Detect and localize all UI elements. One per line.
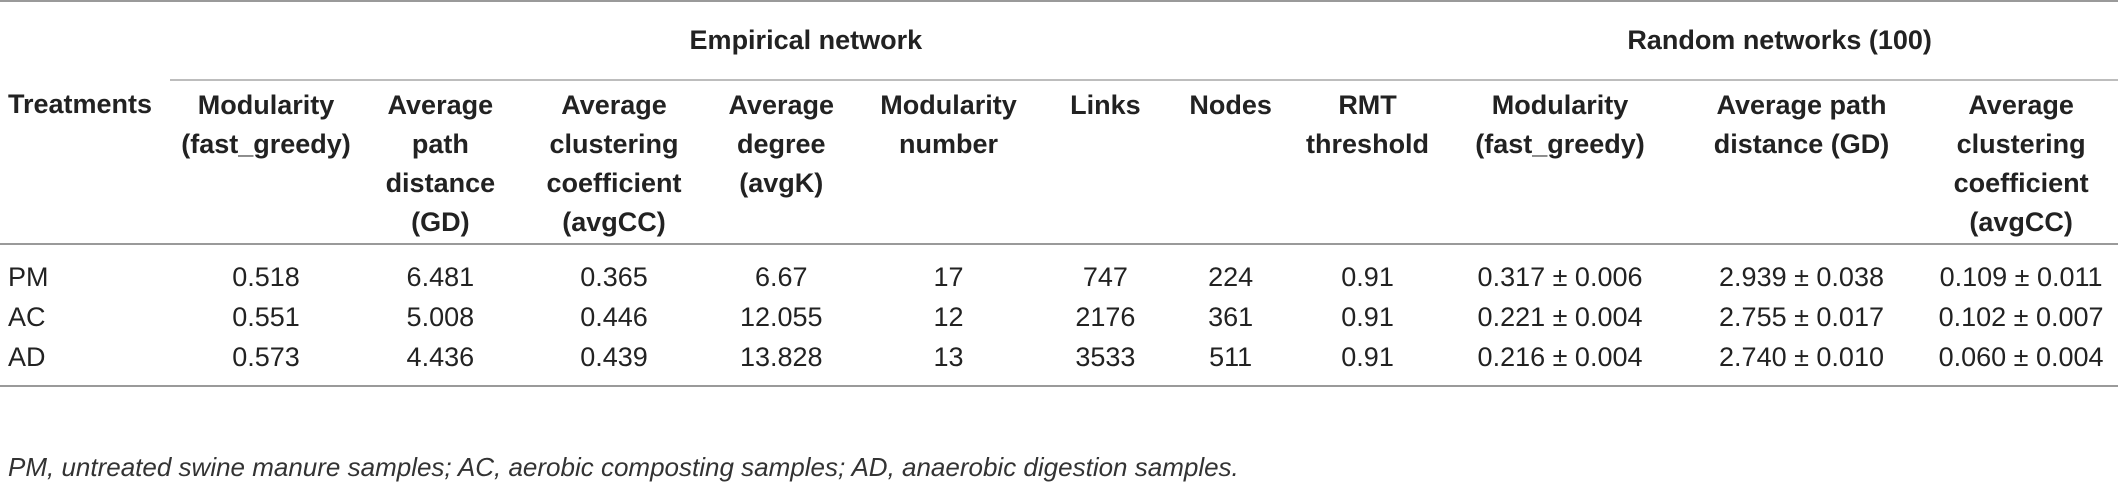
table-cell: 12.055 [739, 302, 823, 332]
table-cell: 12 [933, 302, 964, 332]
table-cell: 0.221 ± 0.004 [1477, 302, 1643, 332]
column-header: Treatments [0, 80, 170, 244]
column-header-line: clustering [1956, 129, 2086, 159]
table-row: AC 0.551 5.008 0.446 12.055 12 2176 361 0.91 0.22… [0, 297, 2118, 337]
group-header-row: Empirical network Random networks (100) [0, 1, 2118, 81]
table-cell: 6.67 [754, 262, 808, 292]
column-header-line: Average [1968, 90, 2074, 120]
column-header: Average clustering coefficient (avgCC) [519, 80, 709, 244]
table-row: PM 0.518 6.481 0.365 6.67 17 747 224 0.91 0.317 ±… [0, 244, 2118, 297]
column-header-line: (fast_greedy) [181, 129, 351, 159]
column-header-line: Average path [1716, 90, 1887, 120]
table-cell: 0.91 [1341, 262, 1394, 292]
table-cell: 0.060 ± 0.004 [1924, 337, 2118, 387]
table-cell: 224 [1208, 262, 1254, 292]
table-cell: 0.109 ± 0.011 [1939, 262, 2103, 292]
column-header-line: distance (GD) [1713, 129, 1890, 159]
column-header-line: clustering [549, 129, 679, 159]
column-header-line: (avgCC) [1969, 207, 2073, 237]
table-cell: 2176 [1075, 302, 1136, 332]
column-header: Average degree (avgK) [709, 80, 854, 244]
table-cell: 6.481 [406, 262, 475, 292]
table-cell: 3533 [1043, 337, 1168, 387]
table-cell: 0.439 [519, 337, 709, 387]
column-header-line: (avgCC) [562, 207, 666, 237]
column-header: Average clustering coefficient (avgCC) [1924, 80, 2118, 244]
network-properties-table: Empirical network Random networks (100) … [0, 1, 2118, 387]
table-cell: 0.518 [232, 262, 300, 292]
column-header-line: Treatments [8, 89, 153, 119]
empirical-network-header: Empirical network [170, 1, 1442, 81]
table-cell: 13 [853, 337, 1044, 387]
column-header-line: (fast_greedy) [1475, 129, 1645, 159]
column-header-line: (avgK) [739, 168, 824, 198]
table-cell: 0.216 ± 0.004 [1441, 337, 1679, 387]
column-header: Nodes [1167, 80, 1294, 244]
table-cell: 0.317 ± 0.006 [1477, 262, 1643, 292]
column-header-line: Modularity [197, 90, 335, 120]
table-cell: 13.828 [708, 337, 854, 387]
table-cell: 0.91 [1341, 302, 1394, 332]
table-cell: 0.551 [232, 302, 300, 332]
table-cell: 361 [1208, 302, 1254, 332]
column-header-line: coefficient [546, 168, 682, 198]
table-cell: 2.939 ± 0.038 [1719, 262, 1884, 292]
treatment-cell: PM [8, 262, 49, 292]
column-header-line: distance [385, 168, 496, 198]
column-header: Links [1043, 80, 1167, 244]
table-cell: 2.755 ± 0.017 [1719, 302, 1884, 332]
random-networks-header: Random networks (100) [1441, 1, 2118, 81]
table-cell: 511 [1167, 337, 1294, 387]
column-header-line: Average [728, 90, 835, 120]
column-header-line: degree [736, 129, 826, 159]
table-footnote: PM, untreated swine manure samples; AC, … [8, 452, 1239, 482]
column-header-line: Average [387, 90, 494, 120]
data-table-container: Empirical network Random networks (100) … [0, 1, 2118, 387]
table-cell: 5.008 [406, 302, 475, 332]
column-header-line: Nodes [1189, 90, 1272, 120]
table-row: AD 0.573 4.436 0.439 13.828 13 3533 511 0.91 0.21… [0, 337, 2118, 387]
column-header-line: Average [561, 90, 667, 120]
column-header: Modularity (fast_greedy) [1441, 80, 1679, 244]
column-header-line: Modularity [880, 90, 1017, 120]
column-header-line: Links [1070, 90, 1141, 120]
column-header-line: threshold [1306, 129, 1430, 159]
treatment-cell: AC [8, 302, 46, 332]
table-cell: 747 [1082, 262, 1128, 292]
column-header: Average path distance (GD) [362, 80, 520, 244]
column-header: RMT threshold [1294, 80, 1441, 244]
table-cell: 4.436 [361, 337, 520, 387]
column-header-line: (GD) [411, 207, 470, 237]
table-cell: 0.573 [170, 337, 362, 387]
table-cell: 0.91 [1293, 337, 1442, 387]
table-cell: 0.446 [580, 302, 648, 332]
column-header-line: Modularity [1491, 90, 1629, 120]
column-header-line: coefficient [1953, 168, 2089, 198]
column-header-line: number [898, 129, 998, 159]
table-cell: 0.365 [580, 262, 648, 292]
column-header-line: path [411, 129, 469, 159]
table-cell: 2.740 ± 0.010 [1678, 337, 1925, 387]
table-body: PM 0.518 6.481 0.365 6.67 17 747 224 0.91 0.317 ±… [0, 244, 2118, 387]
column-header: Average path distance (GD) [1679, 80, 1924, 244]
column-header-line: RMT [1338, 90, 1397, 120]
table-cell: 0.102 ± 0.007 [1938, 302, 2104, 332]
treatment-cell: AD [0, 337, 171, 387]
column-header-row: Treatments Modularity (fast_greedy) Average… [0, 80, 2118, 244]
column-header: Modularity number [854, 80, 1044, 244]
table-cell: 17 [933, 262, 964, 292]
column-header: Modularity (fast_greedy) [170, 80, 361, 244]
